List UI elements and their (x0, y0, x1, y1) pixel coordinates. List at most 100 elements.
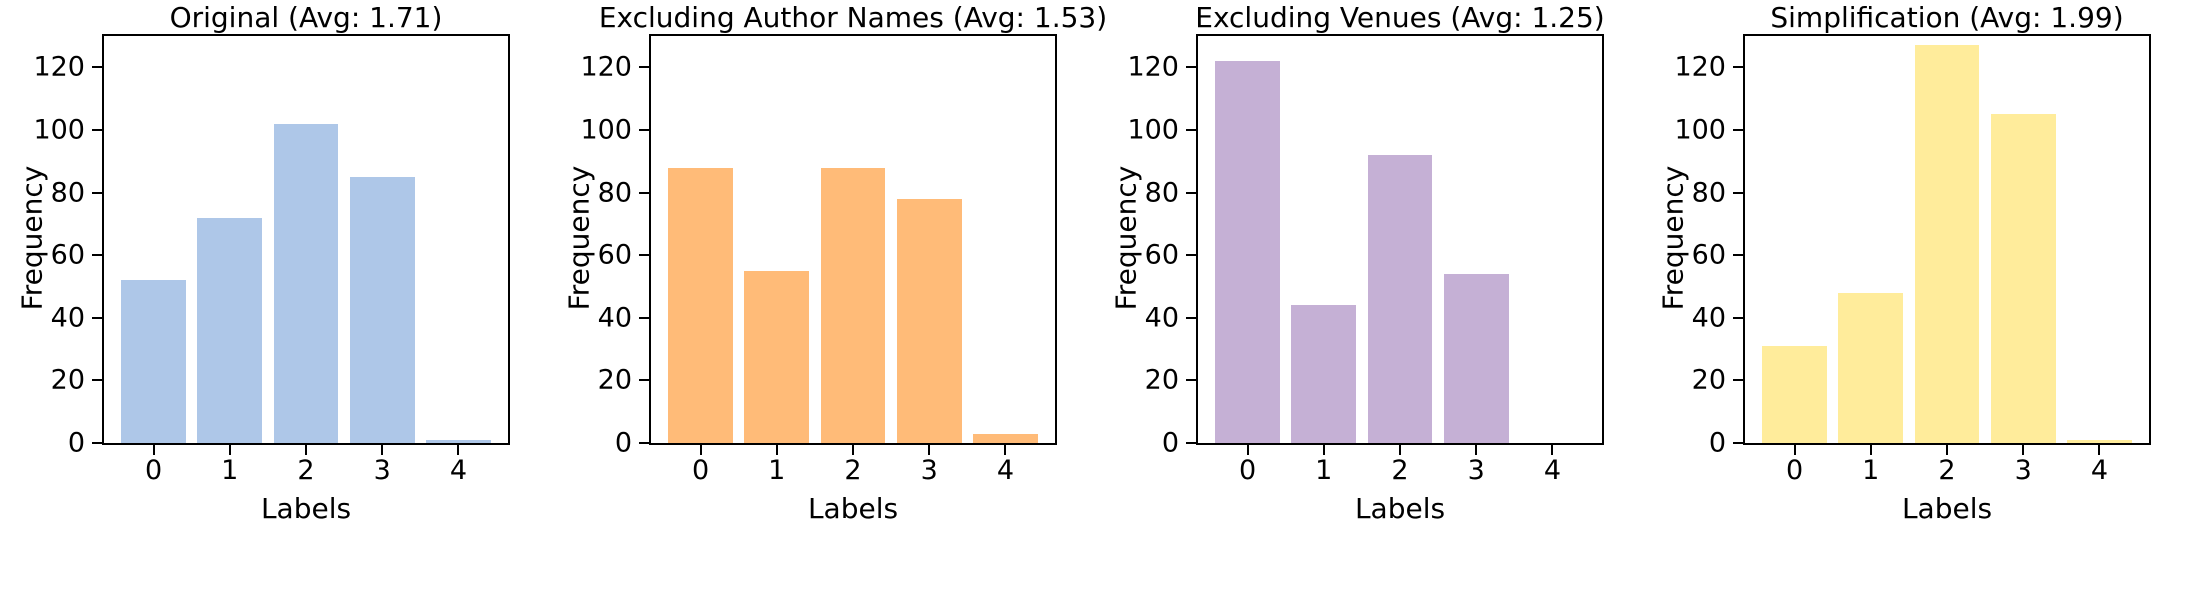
plot-area: 0 20 40 60 80 100 120 0 1 2 3 4 (33, 34, 510, 484)
x-axis-label: Labels (1901, 492, 1993, 525)
y-tick (1186, 316, 1196, 319)
y-tick (1186, 66, 1196, 69)
y-axis-label: Frequency (562, 165, 596, 311)
chart-title: Original (Avg: 1.71) (169, 1, 443, 34)
y-tick (639, 128, 649, 131)
plot-area: 0 20 40 60 80 100 120 0 1 2 3 4 (580, 34, 1057, 484)
y-tick (1733, 191, 1743, 194)
x-tick (775, 445, 778, 455)
x-tick (228, 445, 231, 455)
x-tick (305, 445, 307, 455)
y-tick (1186, 442, 1196, 444)
x-tick-label: 3 (373, 455, 391, 486)
x-tick (457, 445, 460, 455)
x-tick (1946, 445, 1948, 455)
y-axis-label: Frequency (1656, 165, 1690, 311)
y-tick (92, 191, 102, 194)
x-tick-label: 0 (1238, 455, 1257, 486)
y-tick (639, 379, 649, 382)
y-tick-label: 40 (50, 302, 85, 334)
y-tick-label: 40 (1144, 302, 1179, 334)
y-tick-label: 80 (50, 177, 85, 209)
y-tick (1733, 379, 1743, 382)
bar-label-4 (426, 439, 491, 443)
y-tick-label: 40 (1691, 302, 1726, 334)
bar-label-2 (273, 123, 339, 443)
y-tick (1733, 254, 1743, 257)
bar-label-0 (1762, 345, 1827, 443)
x-tick-label: 3 (920, 455, 938, 486)
y-tick (1186, 191, 1196, 194)
y-tick-label: 0 (1708, 427, 1726, 459)
y-tick-label: 80 (1691, 177, 1726, 209)
y-tick-label: 100 (33, 114, 85, 146)
y-tick (639, 191, 649, 194)
x-tick (1322, 445, 1325, 455)
x-axis-label: Labels (260, 492, 352, 525)
x-tick-label: 4 (449, 455, 468, 486)
y-tick (92, 442, 102, 444)
y-tick-label: 60 (597, 239, 632, 271)
y-tick-label: 20 (1144, 364, 1179, 396)
y-tick-label: 60 (1144, 239, 1179, 271)
bar-label-1 (1291, 305, 1357, 443)
x-tick (1475, 445, 1478, 455)
x-tick (1551, 445, 1554, 455)
chart-title: Simplification (Avg: 1.99) (1770, 1, 2124, 34)
y-axis-label: Frequency (1109, 165, 1143, 311)
chart-excluding-venues: Excluding Venues (Avg: 1.25) Frequency 0… (1094, 0, 1641, 590)
y-tick-label: 80 (1144, 177, 1179, 209)
x-tick-label: 4 (1543, 455, 1562, 486)
y-tick (92, 66, 102, 69)
y-tick (92, 379, 102, 382)
y-tick (1733, 442, 1743, 444)
y-tick (1186, 128, 1196, 131)
chart-title: Excluding Venues (Avg: 1.25) (1195, 1, 1605, 34)
chart-title: Excluding Author Names (Avg: 1.53) (598, 1, 1108, 34)
y-tick-label: 120 (580, 51, 632, 83)
bar-label-0 (668, 167, 733, 443)
x-tick-label: 0 (691, 455, 710, 486)
plot-area: 0 20 40 60 80 100 120 0 1 2 3 4 (1674, 34, 2151, 484)
y-tick-label: 120 (1127, 51, 1179, 83)
x-tick-label: 3 (2014, 455, 2032, 486)
x-tick-label: 0 (144, 455, 163, 486)
y-tick-label: 60 (50, 239, 85, 271)
bar-label-0 (1215, 61, 1280, 443)
bar-label-0 (121, 280, 186, 443)
y-tick (1733, 128, 1743, 131)
y-tick-label: 0 (614, 427, 632, 459)
y-tick (639, 66, 649, 69)
y-tick-label: 20 (1691, 364, 1726, 396)
bar-label-4 (973, 433, 1038, 443)
x-tick (928, 445, 931, 455)
x-axis-label: Labels (807, 492, 899, 525)
bar-label-3 (1443, 273, 1509, 443)
x-tick (852, 445, 854, 455)
y-tick (639, 442, 649, 444)
y-tick-label: 20 (50, 364, 85, 396)
bar-label-1 (1838, 292, 1904, 443)
x-tick (1399, 445, 1401, 455)
y-tick-label: 100 (1127, 114, 1179, 146)
y-tick (639, 316, 649, 319)
bar-label-1 (197, 217, 263, 443)
y-tick-label: 80 (597, 177, 632, 209)
y-tick-label: 120 (33, 51, 85, 83)
y-tick-label: 40 (597, 302, 632, 334)
y-tick-label: 120 (1674, 51, 1726, 83)
x-tick-label: 4 (2090, 455, 2109, 486)
y-tick (92, 128, 102, 131)
y-tick-label: 60 (1691, 239, 1726, 271)
x-tick (381, 445, 384, 455)
y-tick (92, 254, 102, 257)
y-tick (1733, 66, 1743, 69)
plot-area: 0 20 40 60 80 100 120 0 1 2 3 4 (1127, 34, 1604, 484)
x-tick-label: 2 (1938, 455, 1956, 486)
y-tick (1186, 379, 1196, 382)
x-tick-label: 1 (1862, 455, 1880, 486)
x-tick-label: 4 (996, 455, 1015, 486)
x-tick (699, 445, 702, 455)
x-tick-label: 2 (1391, 455, 1409, 486)
bar-label-3 (1990, 114, 2056, 443)
